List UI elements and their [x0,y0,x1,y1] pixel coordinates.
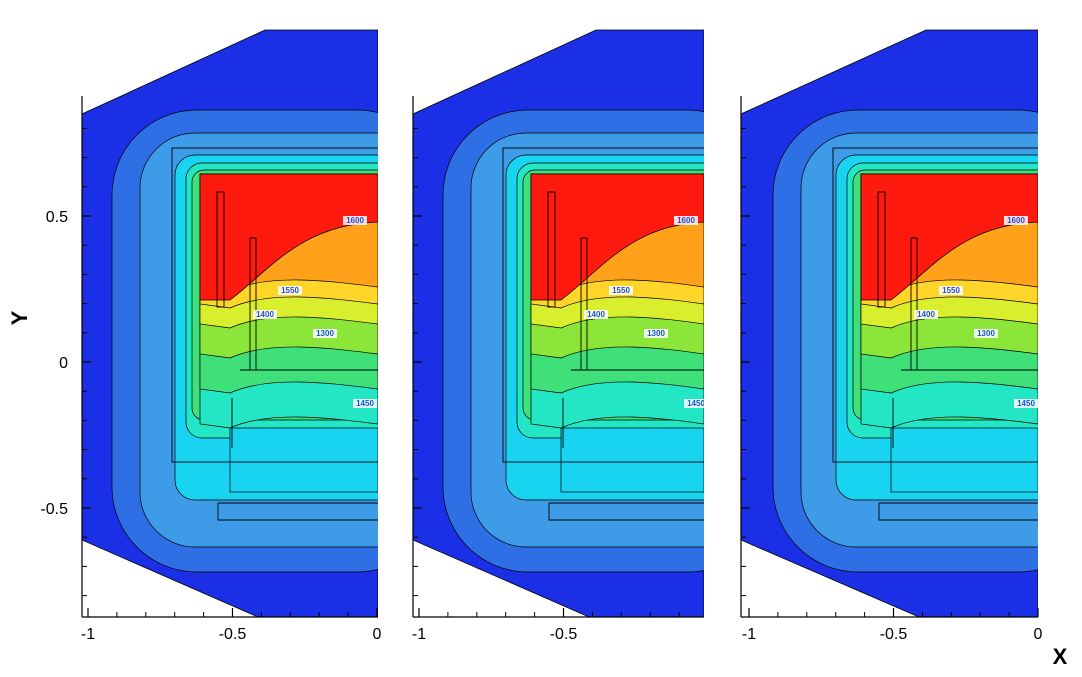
hot-core [199,173,378,301]
structure-outline [216,191,225,308]
x-tick-label: -1 [742,626,756,643]
structure-outline [878,369,1038,521]
contour-label-box [343,216,367,225]
contour-label-box [278,286,302,295]
contour-label-box [914,310,938,319]
structure-outline [217,369,378,521]
contour-label-box [253,310,277,319]
structure-outline [171,147,378,463]
x-tick-label: -1 [412,626,426,643]
contour-label-box [353,399,377,408]
contour-label-box [313,329,337,338]
contour-label: 1400 [256,310,274,319]
panel-2: 1600 1550 1400 1300 1450 -1 -0.5 [412,29,705,643]
hot-core [860,173,1038,301]
x-tick-label: -0.5 [880,626,908,643]
hot-core [530,173,704,301]
contour-label: 1400 [587,310,605,319]
contour-label-box [1004,216,1028,225]
lower-zone [890,427,1038,493]
lower-zone [229,427,378,493]
x-tick-label: -0.5 [550,626,578,643]
contour-label: 1450 [687,399,705,408]
contour-label: 1450 [1017,399,1035,408]
contour-label: 1300 [316,329,334,338]
structure-outline [832,147,1038,463]
structure-outline [877,191,886,308]
contour-label-box [974,329,998,338]
contour-label: 1600 [1007,216,1025,225]
contour-label: 1400 [917,310,935,319]
contour-label: 1550 [942,286,960,295]
contour-label: 1600 [346,216,364,225]
structure-outline [548,369,704,521]
contour-label: 1450 [356,399,374,408]
y-tick-label: 0.5 [46,209,68,226]
contour-label: 1550 [281,286,299,295]
panel-1: 1600 1550 1400 1300 1450 0.5 0 -0.5 -1 -0.5 0 [40,29,382,643]
y-axis-title: Y [7,310,32,325]
contour-label-box [939,286,963,295]
contour-label-box [584,310,608,319]
contour-label-box [644,329,668,338]
lower-zone [560,427,704,493]
x-tick-label: 0 [1034,626,1043,643]
contour-label: 1550 [612,286,630,295]
x-tick-label: 0 [373,626,382,643]
structure-outline [547,191,556,308]
contour-label-box [684,399,704,408]
contour-label-box [609,286,633,295]
contour-label: 1600 [677,216,695,225]
contour-label-box [1014,399,1038,408]
contour-label: 1300 [647,329,665,338]
x-tick-label: -1 [81,626,95,643]
x-axis-title: X [1053,644,1068,669]
x-tick-label: -0.5 [219,626,247,643]
contour-label-box [674,216,698,225]
y-tick-label: 0 [59,355,68,372]
structure-outline [502,147,704,463]
y-tick-label: -0.5 [40,501,68,518]
panel-3: 1600 1550 1400 1300 1450 -1 -0.5 0 [740,29,1043,643]
contour-label: 1300 [977,329,995,338]
